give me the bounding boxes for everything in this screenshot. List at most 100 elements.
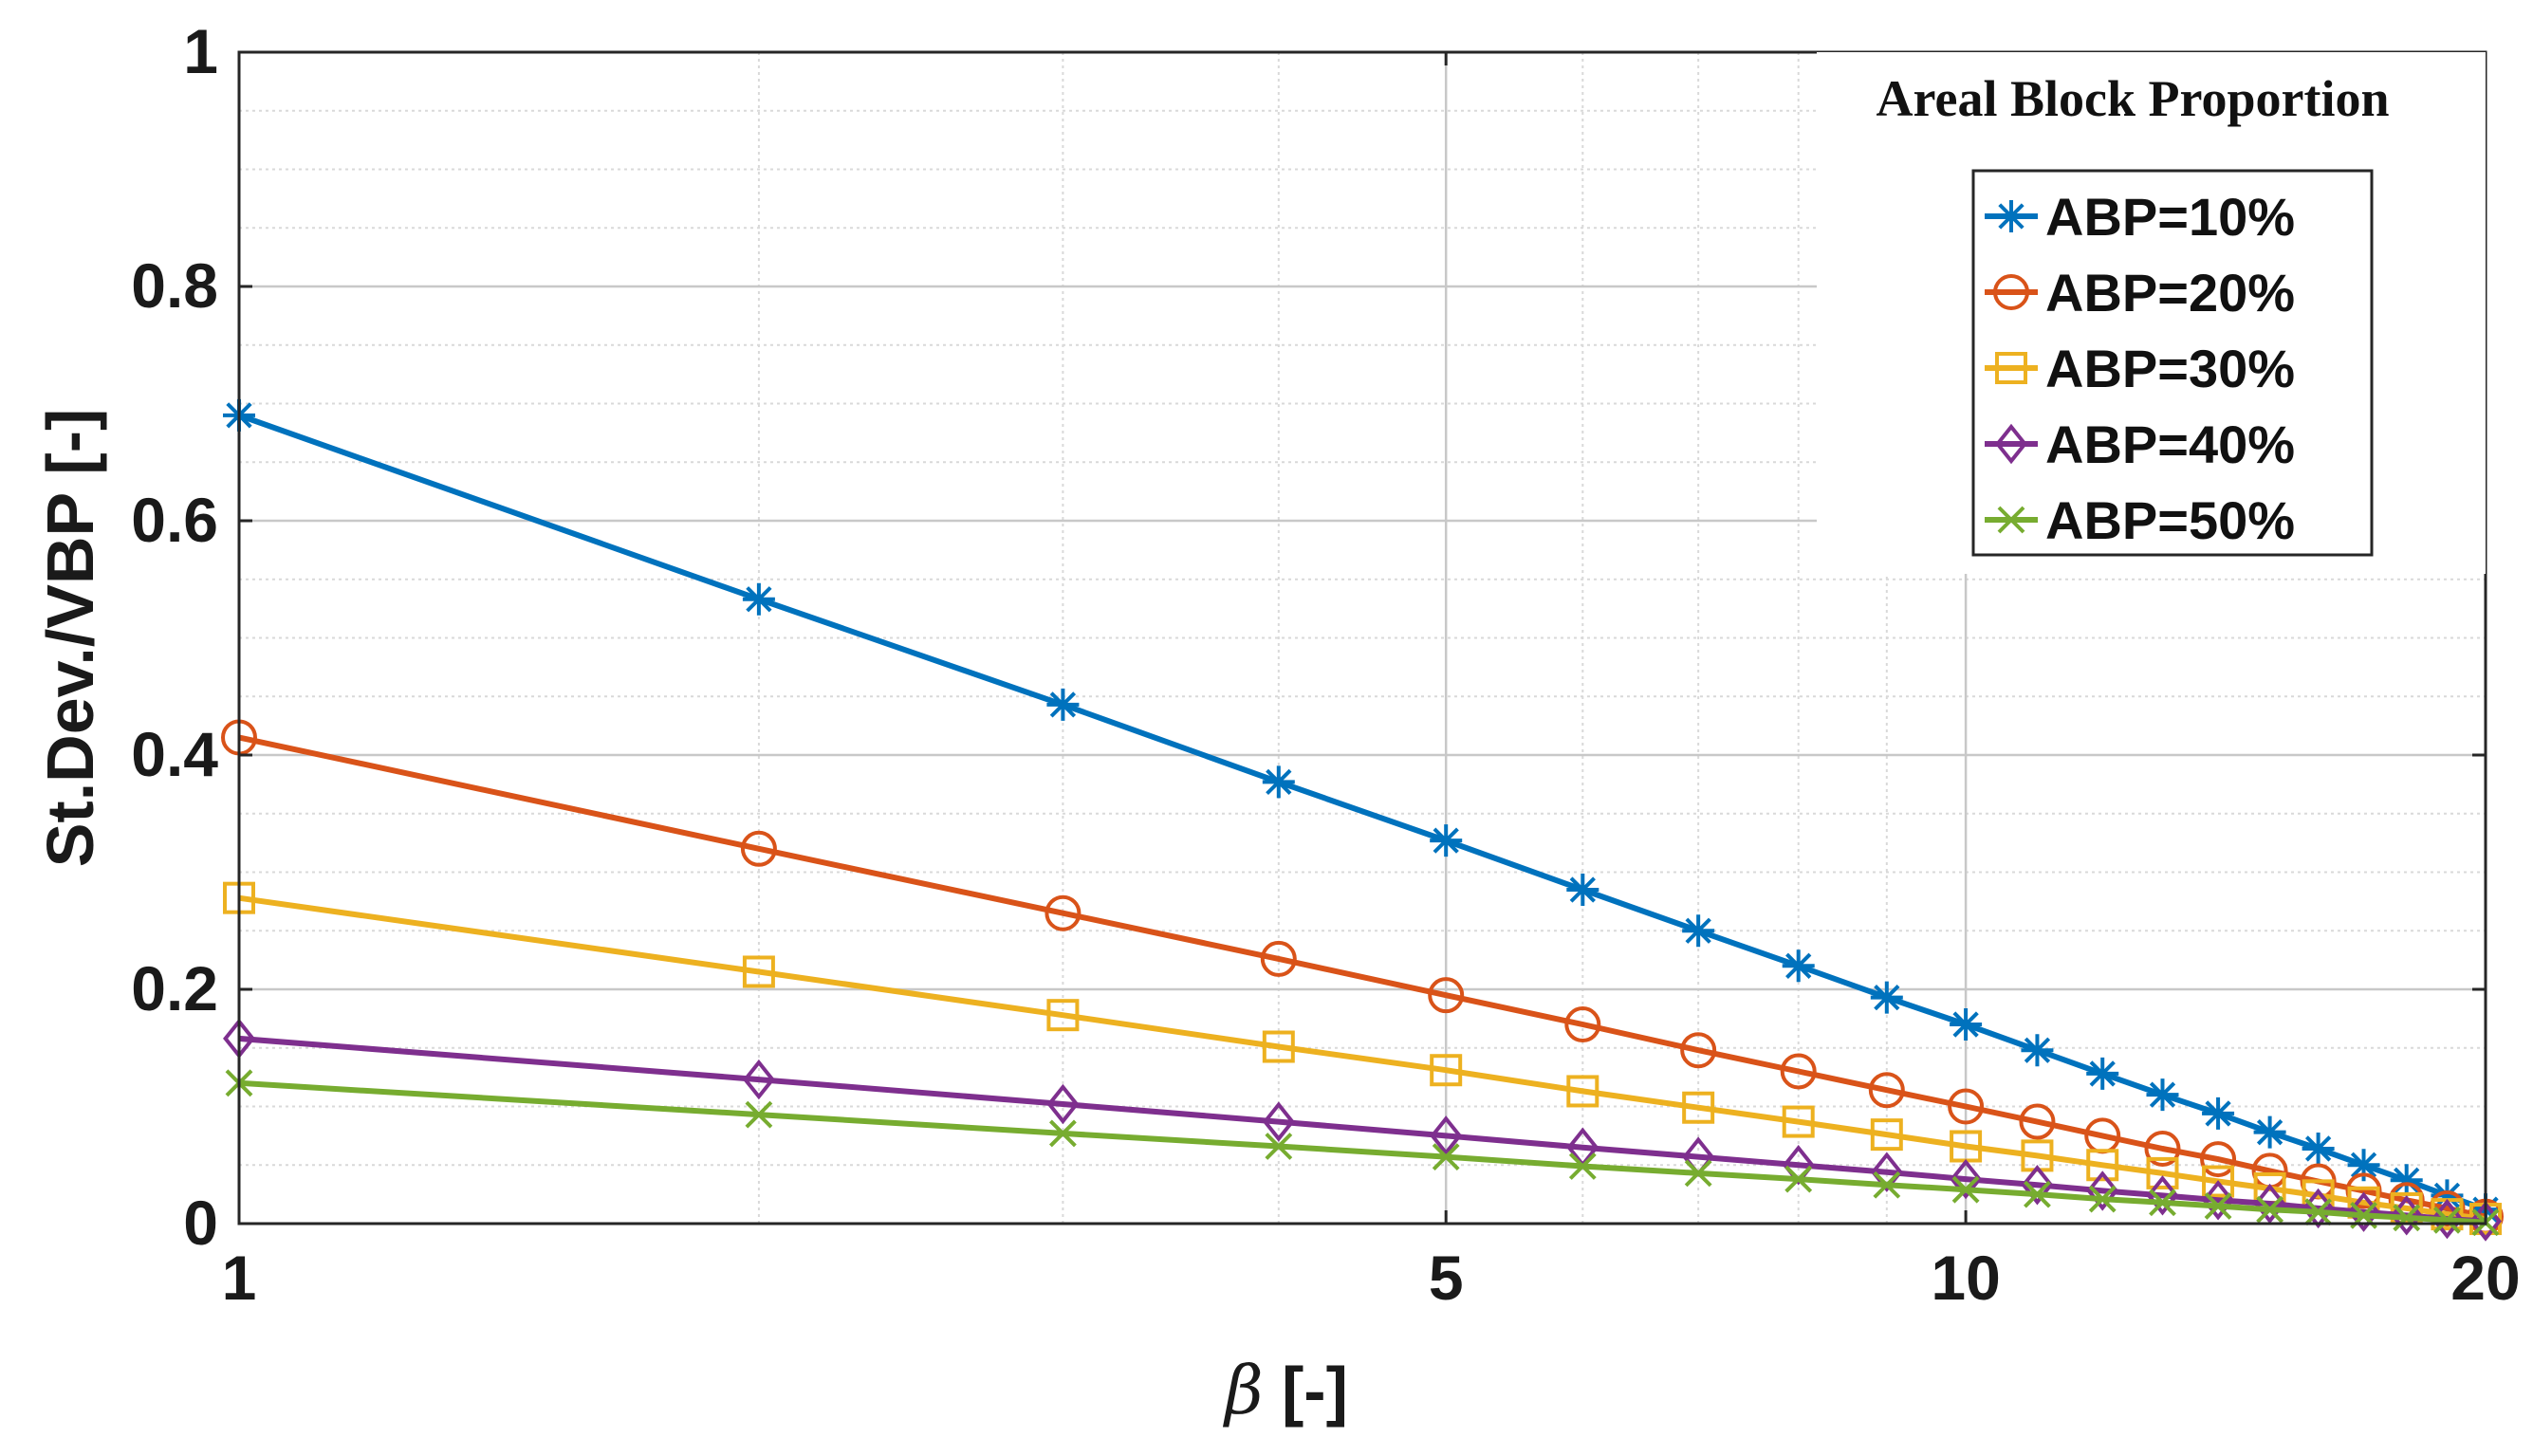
data-point — [2433, 1206, 2461, 1234]
legend-entry: ABP=20% — [1985, 263, 2295, 323]
y-tick-label: 0.2 — [131, 953, 218, 1023]
data-point — [2202, 1097, 2235, 1130]
x-tick-label: 1 — [222, 1243, 257, 1313]
plot-frame — [237, 50, 2487, 1226]
y-tick-label: 0.6 — [131, 485, 218, 555]
data-point — [1682, 914, 1715, 948]
data-point — [1046, 688, 1080, 721]
data-point — [1995, 423, 2027, 465]
data-point — [2088, 1185, 2117, 1213]
data-point — [742, 1059, 775, 1100]
data-point — [2202, 1165, 2235, 1198]
data-point — [1782, 949, 1815, 983]
legend: Areal Block Proportion ABP=10% ABP=20% ABP=… — [1817, 52, 2486, 574]
data-point — [1046, 1083, 1080, 1125]
data-point — [2200, 1141, 2237, 1178]
data-point — [2256, 1195, 2284, 1224]
data-point — [2146, 1078, 2179, 1112]
series-line — [237, 413, 2487, 1213]
axes: 0 0.2 0.4 0.6 0.8 1 1 5 10 20 β [-] St.Dev./VBP [-] — [33, 16, 2521, 1429]
x-axis-symbol: β — [1222, 1352, 1263, 1429]
legend-label: ABP=20% — [2045, 263, 2295, 323]
legend-label: ABP=50% — [2045, 490, 2295, 550]
x-tick-label: 20 — [2450, 1243, 2520, 1313]
legend-entry: ABP=10% — [1985, 187, 2295, 247]
y-tick-label: 0.4 — [131, 719, 218, 789]
data-point — [2021, 1165, 2054, 1206]
data-point — [1870, 1152, 1903, 1192]
data-point — [1951, 1175, 1980, 1204]
y-tick-label: 0 — [183, 1188, 218, 1258]
data-point — [2149, 1189, 2176, 1217]
x-tick-label: 5 — [1429, 1243, 1464, 1313]
data-point — [1046, 999, 1080, 1032]
data-point — [1566, 1075, 1599, 1108]
data-point — [1682, 1091, 1715, 1124]
data-point — [2024, 1180, 2051, 1208]
data-point — [1997, 506, 2025, 534]
data-point — [1564, 1006, 1601, 1043]
data-point — [1950, 1008, 1983, 1041]
y-tick-label: 1 — [183, 16, 218, 86]
data-point — [1262, 1101, 1295, 1142]
data-point — [2146, 1156, 2179, 1189]
data-point — [2347, 1149, 2380, 1182]
data-point — [2019, 1103, 2056, 1140]
x-axis-title: β [-] — [1222, 1352, 1348, 1429]
y-axis-title: St.Dev./VBP [-] — [33, 409, 107, 868]
data-point — [1870, 981, 1903, 1014]
data-point — [2204, 1192, 2232, 1220]
legend-label: ABP=40% — [2045, 415, 2295, 474]
data-point — [1432, 1143, 1460, 1171]
data-point — [740, 830, 777, 867]
data-point — [1873, 1170, 1901, 1199]
data-point — [1568, 1152, 1597, 1180]
series-line — [238, 1079, 2487, 1226]
data-point — [1262, 765, 1295, 799]
data-point — [1782, 1145, 1815, 1186]
legend-box — [1971, 169, 2374, 557]
legend-entry: ABP=50% — [1985, 490, 2295, 550]
data-point — [1265, 1133, 1293, 1160]
data-point — [1868, 1072, 1905, 1109]
data-point — [1680, 1032, 1717, 1069]
data-point — [1948, 1088, 1985, 1125]
data-point — [1262, 1030, 1295, 1063]
data-point — [1870, 1118, 1903, 1152]
data-point — [1684, 1159, 1712, 1188]
data-point — [745, 1100, 773, 1129]
data-point — [1950, 1158, 1983, 1200]
data-point — [1430, 1115, 1463, 1156]
data-point — [1784, 1165, 1813, 1193]
data-point — [742, 955, 775, 988]
data-point — [1430, 1054, 1463, 1087]
data-point — [2146, 1175, 2179, 1216]
series-abp-50- — [225, 1069, 2500, 1237]
data-point — [1428, 977, 1465, 1014]
data-point — [1995, 200, 2027, 232]
data-point — [1430, 824, 1463, 857]
data-point — [2393, 1204, 2421, 1232]
data-point — [1048, 1119, 1077, 1148]
data-point — [2086, 1057, 2119, 1090]
x-tick-label: 10 — [1931, 1243, 2000, 1313]
data-point — [2302, 1132, 2335, 1165]
data-point — [1782, 1105, 1815, 1138]
data-point — [2431, 1179, 2464, 1212]
legend-entry: ABP=30% — [1985, 339, 2295, 398]
data-point — [1993, 274, 2029, 310]
data-point — [2086, 1149, 2119, 1182]
data-point — [2021, 1034, 2054, 1067]
legend-label: ABP=10% — [2045, 187, 2295, 247]
legend-label: ABP=30% — [2045, 339, 2295, 398]
data-point — [1566, 874, 1599, 907]
data-point — [2253, 1115, 2286, 1149]
y-tick-label: 0.8 — [131, 250, 218, 321]
data-point — [2086, 1170, 2119, 1211]
x-axis-unit: [-] — [1264, 1354, 1348, 1428]
plot-series — [221, 398, 2504, 1242]
legend-entry: ABP=40% — [1985, 415, 2295, 474]
data-point — [2390, 1164, 2423, 1197]
